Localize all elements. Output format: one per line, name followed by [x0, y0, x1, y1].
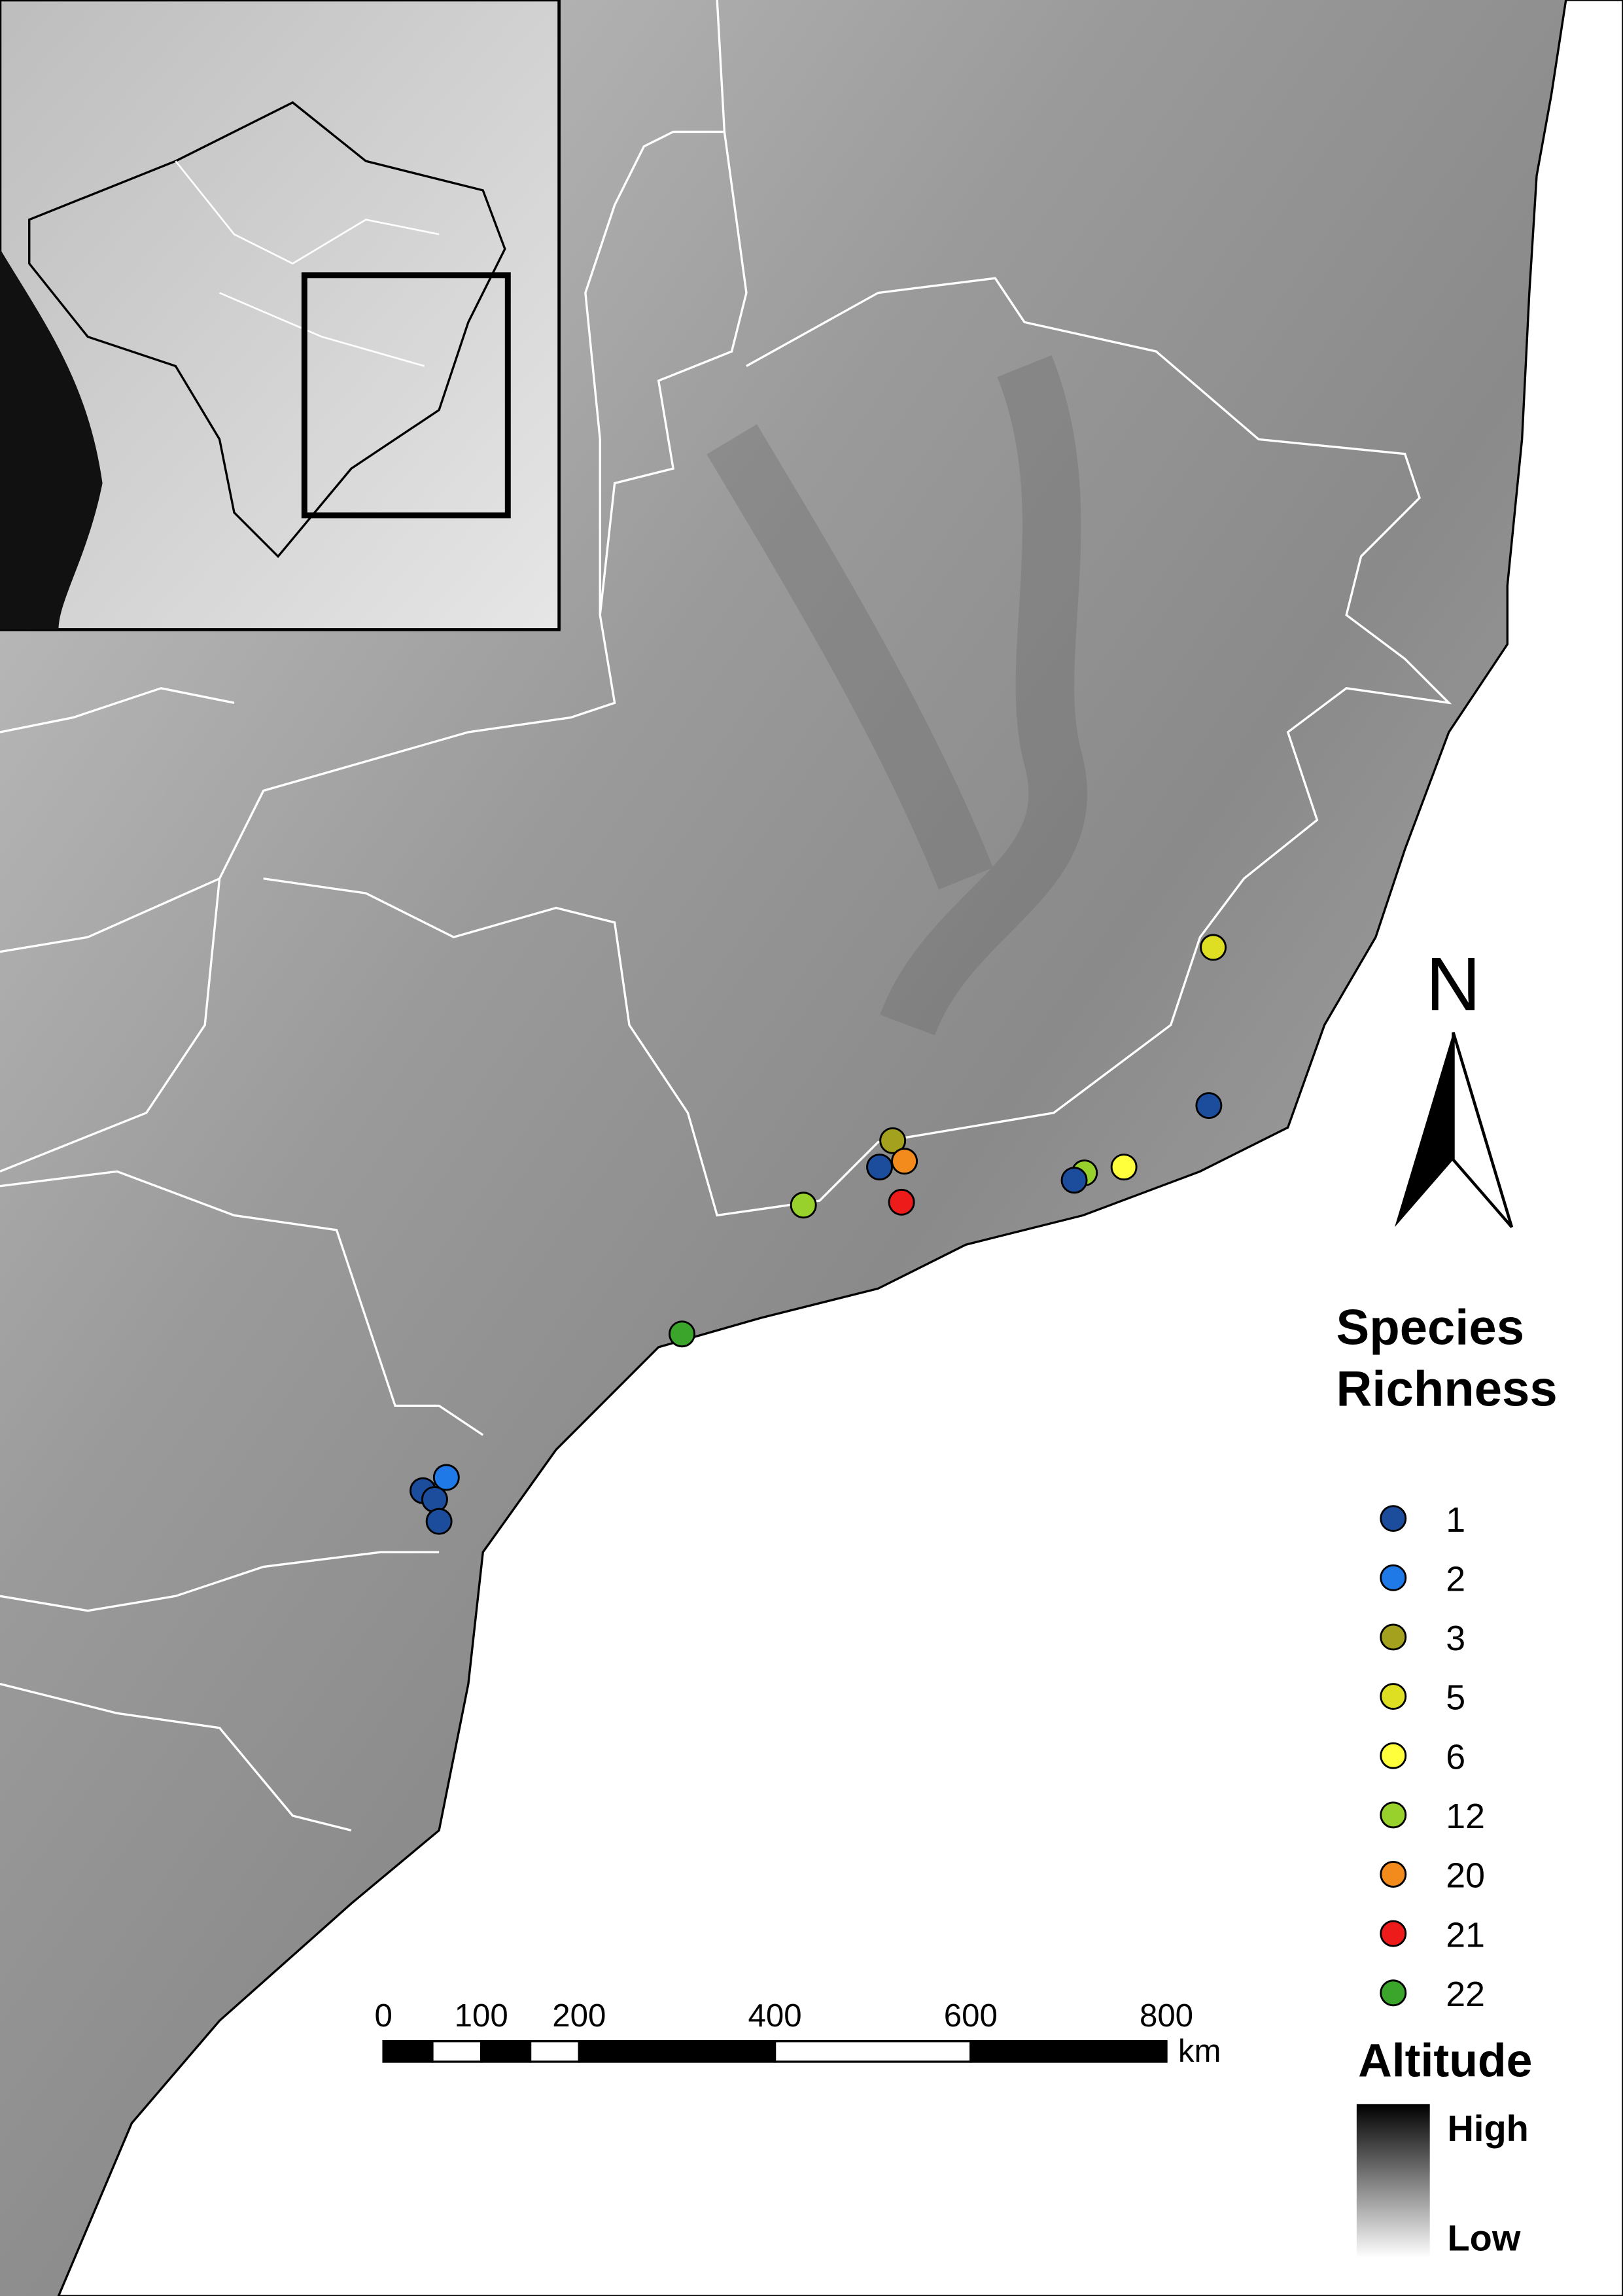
scale-label: 400 — [748, 1998, 802, 2034]
scale-segment — [773, 2040, 972, 2063]
site-point — [1110, 1154, 1138, 1181]
scale-label: 100 — [455, 1998, 508, 2034]
altitude-ramp — [1356, 2104, 1430, 2258]
site-point — [891, 1148, 918, 1175]
site-point — [432, 1464, 460, 1491]
ocean — [57, 0, 1623, 2296]
site-point — [888, 1188, 915, 1216]
site-point — [1060, 1167, 1088, 1194]
site-point — [1200, 934, 1227, 961]
north-arrow-right — [1452, 1032, 1514, 1228]
scale-label: 200 — [552, 1998, 606, 2034]
legend-title: Species — [1336, 1299, 1524, 1355]
altitude-title: Altitude — [1358, 2034, 1532, 2087]
scale-segment — [529, 2040, 581, 2063]
brazil-outline — [28, 101, 506, 558]
legend-label: 1 — [1446, 1500, 1465, 1540]
inset-borders — [175, 160, 440, 367]
legend-swatch — [1380, 1742, 1407, 1769]
site-point — [425, 1508, 453, 1535]
legend-swatch — [1380, 1801, 1407, 1829]
north-arrow: N — [1395, 942, 1514, 1228]
legend-swatch — [1380, 1861, 1407, 1888]
legend-title: Richness — [1336, 1361, 1558, 1417]
altitude-high: High — [1448, 2108, 1529, 2149]
site-point — [669, 1320, 695, 1348]
site-point — [1195, 1092, 1223, 1120]
legend-swatch — [1380, 1564, 1407, 1591]
legend-label: 6 — [1446, 1737, 1465, 1776]
scale-segment — [969, 2040, 1168, 2063]
legend-swatch — [1380, 1920, 1407, 1947]
north-label: N — [1425, 942, 1480, 1027]
legend-swatch — [1380, 1979, 1407, 2007]
scale-segment — [431, 2040, 483, 2063]
legend-label: 3 — [1446, 1619, 1465, 1658]
legend-swatch — [1380, 1623, 1407, 1651]
legend-swatch — [1380, 1683, 1407, 1710]
site-point — [879, 1127, 907, 1154]
inset-map — [0, 0, 561, 631]
scale-label: 600 — [944, 1998, 998, 2034]
legend-label: 22 — [1446, 1975, 1485, 2014]
ridges — [707, 355, 1087, 1036]
scale-unit: km — [1178, 2033, 1221, 2069]
legend-label: 5 — [1446, 1678, 1465, 1718]
legend-swatch — [1380, 1505, 1407, 1532]
site-point — [790, 1192, 817, 1219]
site-point — [421, 1486, 448, 1513]
sites — [410, 934, 1227, 1535]
andes — [0, 249, 103, 630]
scale-segment — [578, 2040, 777, 2063]
scale-segment — [480, 2040, 532, 2063]
inset-extent-box — [301, 272, 511, 519]
scale-segment — [382, 2040, 434, 2063]
scale-label: 0 — [374, 1998, 392, 2034]
north-arrow-left — [1395, 1032, 1454, 1227]
site-point — [866, 1154, 893, 1181]
scale-label: 800 — [1140, 1998, 1193, 2034]
legend-label: 21 — [1446, 1915, 1485, 1954]
legend-label: 2 — [1446, 1559, 1465, 1598]
state-borders — [0, 0, 1449, 1830]
legend-label: 12 — [1446, 1797, 1485, 1836]
altitude-low: Low — [1448, 2217, 1521, 2259]
legend-label: 20 — [1446, 1856, 1485, 1896]
